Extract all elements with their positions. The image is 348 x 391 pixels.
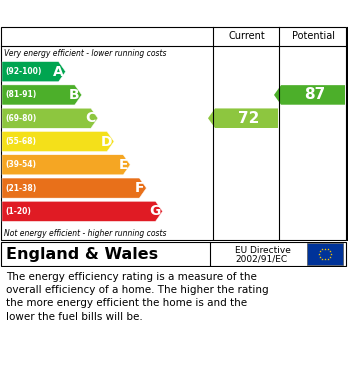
Text: Not energy efficient - higher running costs: Not energy efficient - higher running co… — [4, 229, 166, 238]
Text: A: A — [53, 65, 64, 79]
Text: (55-68): (55-68) — [5, 137, 36, 146]
Polygon shape — [2, 62, 65, 82]
Text: D: D — [101, 135, 112, 149]
Text: 2002/91/EC: 2002/91/EC — [235, 255, 287, 264]
Polygon shape — [2, 131, 114, 152]
Polygon shape — [2, 201, 163, 221]
Text: 87: 87 — [304, 88, 326, 102]
Polygon shape — [208, 108, 278, 128]
Text: B: B — [69, 88, 80, 102]
Text: (92-100): (92-100) — [5, 67, 41, 76]
Text: C: C — [86, 111, 96, 125]
Polygon shape — [2, 155, 130, 175]
Text: Energy Efficiency Rating: Energy Efficiency Rating — [9, 5, 211, 20]
Text: G: G — [149, 204, 160, 218]
Text: 72: 72 — [238, 111, 259, 126]
Text: F: F — [135, 181, 144, 195]
Text: EU Directive: EU Directive — [235, 246, 291, 255]
Text: (39-54): (39-54) — [5, 160, 36, 169]
Bar — [307, 243, 343, 265]
Text: E: E — [119, 158, 128, 172]
Text: (81-91): (81-91) — [5, 90, 36, 99]
Text: (21-38): (21-38) — [5, 183, 36, 193]
Polygon shape — [2, 85, 82, 105]
Text: England & Wales: England & Wales — [6, 246, 158, 262]
Text: The energy efficiency rating is a measure of the
overall efficiency of a home. T: The energy efficiency rating is a measur… — [6, 272, 269, 322]
Text: Potential: Potential — [292, 31, 335, 41]
Text: Very energy efficient - lower running costs: Very energy efficient - lower running co… — [4, 49, 166, 58]
Polygon shape — [2, 108, 98, 128]
Text: (1-20): (1-20) — [5, 207, 31, 216]
Text: (69-80): (69-80) — [5, 114, 36, 123]
Polygon shape — [2, 178, 147, 198]
Text: Current: Current — [228, 31, 265, 41]
Polygon shape — [274, 85, 345, 105]
